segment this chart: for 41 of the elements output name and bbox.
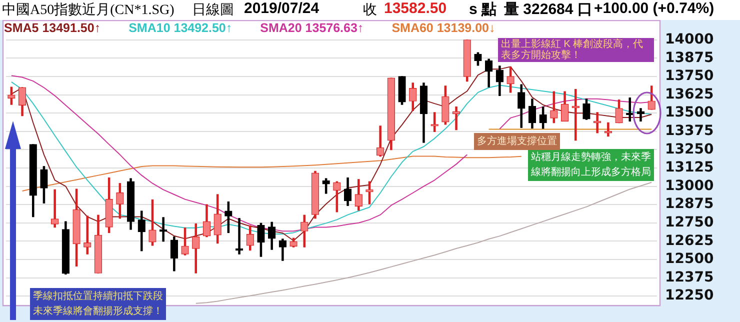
candlestick xyxy=(235,218,244,254)
y-tick-label: 14000 xyxy=(665,32,714,48)
y-tick-label: 13500 xyxy=(665,104,714,121)
text: +100.00 (+0.74%) xyxy=(594,0,714,17)
text: 13582.50 xyxy=(384,0,447,17)
y-tick-label: 12750 xyxy=(665,214,714,231)
candlestick xyxy=(636,108,645,122)
y-tick-label: 12250 xyxy=(665,288,714,304)
text: SMA60 13139.00↓ xyxy=(392,20,496,37)
candlestick xyxy=(452,106,460,130)
annotation: 出量上影線紅 K 棒創波段高，代表多方開始攻擊！ xyxy=(498,38,654,62)
candlestick xyxy=(604,122,612,137)
text: SMA10 13492.50↑ xyxy=(128,20,232,37)
y-tick-label: 12875 xyxy=(665,196,714,212)
text: SMA5 13491.50↑ xyxy=(4,20,101,37)
annotation: 站穩月線走勢轉強，未來季線將翻揚向上形成多方格局 xyxy=(528,149,654,181)
y-tick-label: 13125 xyxy=(665,160,714,176)
annotation: 多方進場支撐位置 xyxy=(474,133,560,150)
y-tick-label: 13375 xyxy=(665,123,714,140)
y-tick-label: 12625 xyxy=(665,232,714,249)
chart-title: 中國A50指數近月(CN*1.SG) xyxy=(2,2,174,19)
y-tick-label: 12375 xyxy=(665,269,714,286)
y-tick-label: 13000 xyxy=(665,178,714,194)
text: 量 322684 口 xyxy=(504,0,592,19)
y-tick-label: 13750 xyxy=(665,68,714,84)
candlestick xyxy=(50,189,59,228)
text: s 點 xyxy=(469,0,497,19)
candlestick xyxy=(593,112,602,134)
y-tick-label: 12500 xyxy=(665,251,714,268)
text: 收 xyxy=(363,2,377,19)
candlestick xyxy=(572,89,580,141)
y-tick-label: 13250 xyxy=(665,141,714,158)
text: SMA20 13576.63↑ xyxy=(260,20,364,37)
chart-subtitle: 日線圖 xyxy=(192,2,234,19)
candlestick xyxy=(159,217,168,242)
annotation: 季線扣抵位置持續扣抵下跌段未來季線將會翻揚形成支撐！ xyxy=(30,288,166,320)
candlestick xyxy=(84,216,92,254)
y-tick-label: 13625 xyxy=(665,86,714,102)
y-tick-label: 13875 xyxy=(665,50,714,66)
candlestick xyxy=(626,98,634,122)
text: 2019/07/24 xyxy=(244,0,320,17)
